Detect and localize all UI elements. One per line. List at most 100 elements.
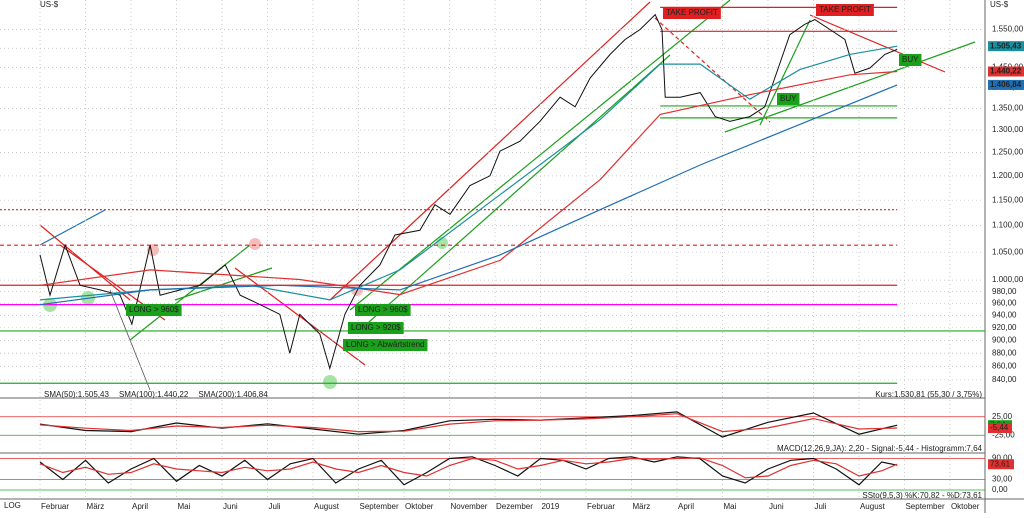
annotation-box xyxy=(343,339,428,351)
signal-marker xyxy=(249,238,261,250)
series-line xyxy=(39,457,898,479)
x-tick-label: Oktober xyxy=(951,502,980,511)
trendline xyxy=(129,244,251,341)
indicator-tag xyxy=(988,459,1014,470)
scale-label: LOG xyxy=(4,501,21,510)
trendline xyxy=(39,209,106,246)
legend: SMA(50):1.505,43 SMA(100):1.440,22 SMA(200… xyxy=(44,390,268,399)
series-line xyxy=(39,411,898,438)
annotation: LONG > 960$ xyxy=(126,304,182,316)
trendline xyxy=(109,289,151,391)
annotation-label: TAKE PROFIT xyxy=(819,5,871,14)
x-tick-label: Juni xyxy=(769,502,784,511)
annotation-box xyxy=(899,54,922,66)
annotation-label: BUY xyxy=(780,94,797,103)
y-tick-label: 1.250,00 xyxy=(992,148,1024,157)
y-tick-label: 960,00 xyxy=(992,299,1017,308)
trendline xyxy=(174,267,273,301)
annotation-box xyxy=(816,4,874,16)
x-tick-label: Dezember xyxy=(496,502,533,511)
y-tick-label: 860,00 xyxy=(992,361,1017,370)
y-axis-unit: US-$ xyxy=(990,0,1009,9)
y-tick-label: 90,00 xyxy=(992,454,1013,463)
annotation-label: LONG > 960$ xyxy=(358,305,408,314)
x-tick-label: Juli xyxy=(814,502,826,511)
y-tick-label: 1.000,00 xyxy=(992,275,1024,284)
series-line xyxy=(39,413,898,433)
series-line xyxy=(39,70,898,296)
price-tag xyxy=(988,79,1024,90)
annotation-label: TAKE PROFIT xyxy=(666,8,718,17)
price-caption: Kurs:1.530,81 (55,30 / 3,75%) xyxy=(875,390,982,399)
annotation-box xyxy=(663,7,721,19)
trendline xyxy=(654,17,771,123)
trendline xyxy=(724,41,976,133)
x-tick-label: März xyxy=(87,502,105,511)
x-tick-label: März xyxy=(632,502,650,511)
macd-caption: MACD(12,26,9,JA): 2,20 - Signal:-5,44 - … xyxy=(777,444,983,453)
x-tick-label: Oktober xyxy=(405,502,434,511)
annotation-label: LONG > Abwärtstrend xyxy=(346,340,424,349)
x-tick-label: November xyxy=(451,502,488,511)
trendline xyxy=(759,19,811,126)
x-tick-label: Juli xyxy=(269,502,281,511)
x-tick-label: September xyxy=(905,502,944,511)
y-tick-label: 920,00 xyxy=(992,323,1017,332)
series-line xyxy=(39,456,898,486)
x-tick-label: April xyxy=(678,502,694,511)
y-tick-label: 1.050,00 xyxy=(992,247,1024,256)
x-tick-label: August xyxy=(314,502,340,511)
trendline xyxy=(349,0,731,311)
x-tick-label: Februar xyxy=(587,502,615,511)
y-tick-label: 0,00 xyxy=(992,485,1008,494)
x-tick-label: Mai xyxy=(723,502,736,511)
annotation-label: LONG > 920$ xyxy=(351,323,401,332)
annotation-box xyxy=(355,304,411,316)
x-tick-label: Mai xyxy=(178,502,191,511)
x-tick-label: Februar xyxy=(41,502,69,511)
y-tick-label: -25,00 xyxy=(992,430,1015,439)
annotation: BUY xyxy=(777,93,800,105)
annotation-label: BUY xyxy=(902,55,919,64)
y-tick-label: 880,00 xyxy=(992,348,1017,357)
signal-marker xyxy=(323,375,337,389)
y-tick-label: 30,00 xyxy=(992,475,1013,484)
y-tick-label: 940,00 xyxy=(992,311,1017,320)
annotation-label: LONG > 960$ xyxy=(129,305,179,314)
stoch-caption: SSto(9,5,3) %K:70,82 - %D:73,61 xyxy=(862,491,982,500)
y-tick-label: 1.550,00 xyxy=(992,25,1024,34)
annotation: BUY xyxy=(899,54,922,66)
indicator-tag-label: 73,61 xyxy=(990,459,1011,468)
y-tick-label: 900,00 xyxy=(992,335,1017,344)
y-tick-label: 1.200,00 xyxy=(992,171,1024,180)
annotation-box xyxy=(777,93,800,105)
indicator-tag xyxy=(988,423,1012,434)
x-tick-label: August xyxy=(860,502,886,511)
y-tick-label: 1.350,00 xyxy=(992,104,1024,113)
indicator-tag-label: -5,44 xyxy=(990,423,1009,432)
x-tick-label: Juni xyxy=(223,502,238,511)
y-axis-unit: US-$ xyxy=(40,0,59,9)
price-tag xyxy=(988,41,1024,52)
y-tick-label: 840,00 xyxy=(992,375,1017,384)
annotation: TAKE PROFIT xyxy=(663,7,721,19)
trendline xyxy=(359,54,671,331)
y-tick-label: 1.100,00 xyxy=(992,221,1024,230)
legend-entry: SMA(50):1.505,43 xyxy=(44,390,109,399)
annotation-box xyxy=(348,322,404,334)
annotation: TAKE PROFIT xyxy=(816,4,874,16)
annotation: LONG > Abwärtstrend xyxy=(343,339,428,351)
legend-entry: SMA(100):1.440,22 xyxy=(119,390,189,399)
x-tick-label: April xyxy=(132,502,148,511)
series-line xyxy=(39,45,898,301)
trendlines xyxy=(39,0,976,391)
annotation-box xyxy=(126,304,182,316)
legend-entry: SMA(200):1.406,84 xyxy=(198,390,268,399)
y-tick-label: 1.150,00 xyxy=(992,195,1024,204)
trendline xyxy=(809,14,946,73)
price-tag-label: 1.505,43 xyxy=(990,41,1022,50)
x-tick-label: September xyxy=(360,502,399,511)
series-line xyxy=(39,84,898,306)
